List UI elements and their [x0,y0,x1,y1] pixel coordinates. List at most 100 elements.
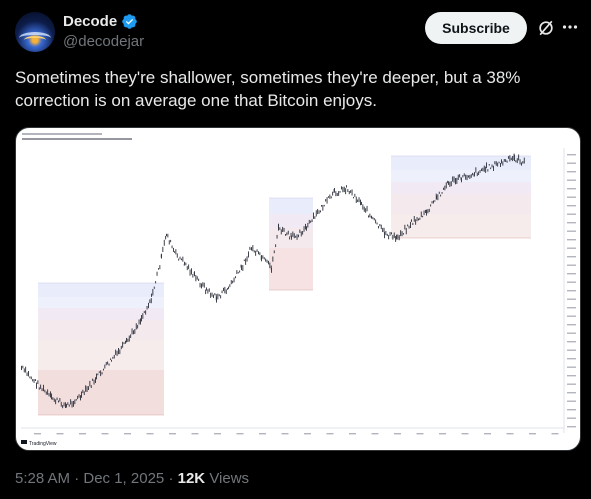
candle [268,260,269,265]
candle [261,255,262,262]
candle [207,289,209,294]
candle [125,340,126,344]
candle [96,373,97,380]
candle [355,196,357,203]
candle [287,230,289,235]
price-tick [567,171,576,173]
candle [213,294,214,298]
candle [50,391,51,398]
grok-icon[interactable] [536,18,556,38]
candle [163,239,165,246]
candle [38,387,40,390]
candle [67,402,69,405]
candle [342,186,344,193]
time-axis-ticks [34,433,559,435]
candle [47,389,49,395]
candle [317,209,319,215]
candle [265,258,267,262]
candle [41,388,43,392]
candle [412,222,414,225]
candle [393,232,395,238]
candle [350,190,352,193]
candle [51,393,52,400]
candle [97,373,99,376]
candle [389,231,391,236]
candle [325,199,327,202]
price-tick [567,154,576,156]
candle [475,167,477,173]
candle [252,245,254,252]
candle [366,205,368,212]
candle [326,197,328,204]
author-avatar[interactable] [15,12,55,52]
candle [423,210,425,216]
candle [353,196,354,199]
candle [105,362,107,366]
candle [236,270,238,274]
candle [293,233,295,239]
candle [404,224,406,230]
time-tick [506,433,514,435]
candle [463,173,465,177]
candle [143,311,145,313]
candle [280,229,282,235]
post-media-chart[interactable]: TradingView [15,127,581,451]
candle [286,232,288,236]
candle [283,228,285,232]
time-tick [146,433,154,435]
candle [159,265,161,270]
price-candles [21,153,525,409]
candle [161,253,162,259]
price-tick [567,383,576,385]
candle [427,209,429,214]
subscribe-button[interactable]: Subscribe [425,12,527,44]
price-tick [567,273,576,275]
candle [495,161,497,166]
candle [127,338,129,342]
author-display-name[interactable]: Decode [63,13,118,30]
candle [203,282,205,288]
candle [119,349,121,355]
candle [361,201,362,205]
more-options-icon[interactable] [562,19,578,35]
price-tick [567,349,576,351]
candle [315,210,317,217]
candle [329,194,331,199]
time-tick [349,433,356,435]
candle [210,292,212,298]
candle [192,274,194,278]
time-tick [34,433,41,435]
fib-zone-3 [391,155,531,239]
candle [347,189,349,192]
candle [208,288,210,292]
candle [448,181,449,185]
candle [153,286,155,289]
candle [289,236,291,240]
candle [469,174,471,179]
views-label: Views [209,470,250,487]
candle [322,204,324,211]
candle [66,403,67,408]
candle [216,296,217,303]
time-tick [416,433,424,435]
candle [497,162,499,167]
candle [291,235,292,240]
candle [140,318,141,325]
candle [502,161,504,166]
candle [175,249,177,255]
candle [195,275,197,282]
candle [228,286,229,289]
candle [345,188,347,195]
candle [330,196,332,199]
price-tick [567,230,576,232]
candle [420,211,422,218]
price-tick [567,392,576,394]
candle [103,368,104,371]
candle [368,215,369,218]
post-timestamp[interactable]: 5:28 AM · Dec 1, 2025 [15,470,165,487]
author-handle[interactable]: @decodejar [63,33,145,50]
candle [270,265,272,270]
candle [60,401,62,407]
candle [55,399,57,405]
candle [415,219,417,225]
